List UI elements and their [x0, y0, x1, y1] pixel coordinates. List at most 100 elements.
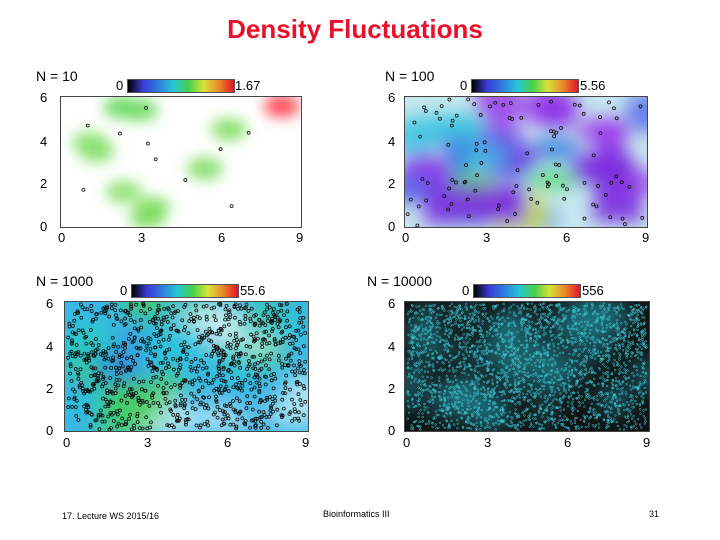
sample-point	[612, 393, 616, 396]
sample-point	[108, 376, 113, 380]
sample-point	[546, 409, 549, 413]
footer-lecture: 17. Lecture WS 2015/16	[62, 511, 160, 521]
sample-point	[439, 354, 443, 357]
sample-point	[483, 419, 487, 422]
sample-point	[156, 303, 161, 308]
sample-point	[429, 332, 433, 335]
sample-point	[472, 423, 476, 426]
sample-point	[510, 345, 513, 348]
sample-point	[139, 309, 143, 313]
sample-point	[410, 424, 413, 427]
sample-point	[114, 350, 119, 354]
sample-point	[629, 384, 632, 387]
sample-point	[543, 351, 546, 355]
sample-point	[535, 374, 538, 377]
sample-point	[551, 399, 555, 402]
sample-point	[182, 403, 187, 408]
sample-point	[621, 330, 625, 333]
sample-point	[473, 313, 476, 316]
sample-point	[564, 363, 567, 367]
sample-point	[500, 360, 503, 363]
sample-point	[128, 386, 132, 391]
sample-point	[190, 406, 195, 411]
sample-point	[473, 188, 478, 193]
sample-point	[589, 407, 592, 410]
sample-point	[141, 302, 146, 307]
sample-point	[617, 308, 621, 311]
sample-point	[548, 359, 551, 362]
sample-point	[450, 358, 453, 362]
sample-point	[475, 380, 478, 383]
sample-point	[585, 387, 588, 391]
sample-point	[438, 336, 441, 339]
sample-point	[212, 388, 217, 393]
sample-point	[563, 415, 566, 418]
sample-point	[76, 376, 81, 381]
sample-point	[297, 320, 302, 325]
sample-point	[484, 312, 488, 315]
sample-point	[550, 402, 553, 405]
sample-point	[624, 320, 627, 324]
sample-point	[585, 356, 589, 360]
sample-point	[492, 391, 495, 394]
sample-point	[301, 324, 306, 329]
sample-point	[631, 402, 634, 405]
sample-point	[446, 350, 449, 353]
sample-point	[416, 351, 419, 354]
sample-point	[431, 394, 434, 398]
sample-point	[415, 305, 418, 308]
sample-point	[434, 110, 439, 115]
sample-point	[489, 328, 492, 332]
sample-point	[410, 367, 413, 370]
sample-point	[512, 391, 516, 394]
sample-point	[577, 385, 580, 389]
sample-point	[628, 333, 631, 337]
sample-point	[166, 361, 170, 366]
sample-point	[564, 315, 568, 318]
sample-point	[630, 355, 633, 358]
sample-point	[584, 372, 587, 376]
sample-point	[181, 378, 186, 383]
sample-point	[582, 358, 585, 361]
sample-point	[609, 180, 614, 185]
sample-point	[93, 352, 98, 357]
x-tick: 6	[224, 435, 232, 450]
sample-point	[496, 207, 500, 212]
sample-point	[69, 349, 74, 354]
sample-point	[542, 340, 546, 344]
sample-point	[507, 330, 511, 333]
sample-point	[592, 335, 595, 338]
sample-point	[484, 388, 487, 392]
sample-point	[173, 398, 178, 403]
colorbar-n1000	[131, 284, 239, 298]
sample-point	[574, 306, 577, 309]
sample-point	[413, 326, 416, 330]
sample-point	[536, 388, 539, 392]
sample-point	[490, 390, 493, 394]
sample-point	[456, 365, 460, 368]
sample-point	[598, 304, 602, 308]
sample-point	[105, 391, 110, 395]
sample-point	[462, 353, 465, 356]
sample-point	[519, 312, 522, 315]
sample-point	[640, 216, 645, 220]
sample-point	[596, 316, 600, 320]
sample-point	[547, 313, 550, 316]
sample-point	[454, 321, 457, 324]
colorbar-n10	[127, 79, 235, 93]
sample-point	[243, 419, 248, 423]
sample-point	[490, 362, 494, 365]
sample-point	[458, 343, 461, 346]
sample-point	[643, 379, 646, 382]
sample-point	[210, 330, 215, 335]
sample-point	[477, 406, 481, 409]
sample-point	[236, 306, 240, 311]
sample-point	[481, 312, 484, 316]
sample-point	[452, 405, 456, 408]
sample-points	[405, 97, 645, 227]
sample-point	[583, 320, 587, 323]
sample-point	[231, 354, 236, 359]
sample-point	[512, 311, 516, 314]
sample-point	[302, 371, 307, 376]
sample-point	[593, 425, 596, 428]
